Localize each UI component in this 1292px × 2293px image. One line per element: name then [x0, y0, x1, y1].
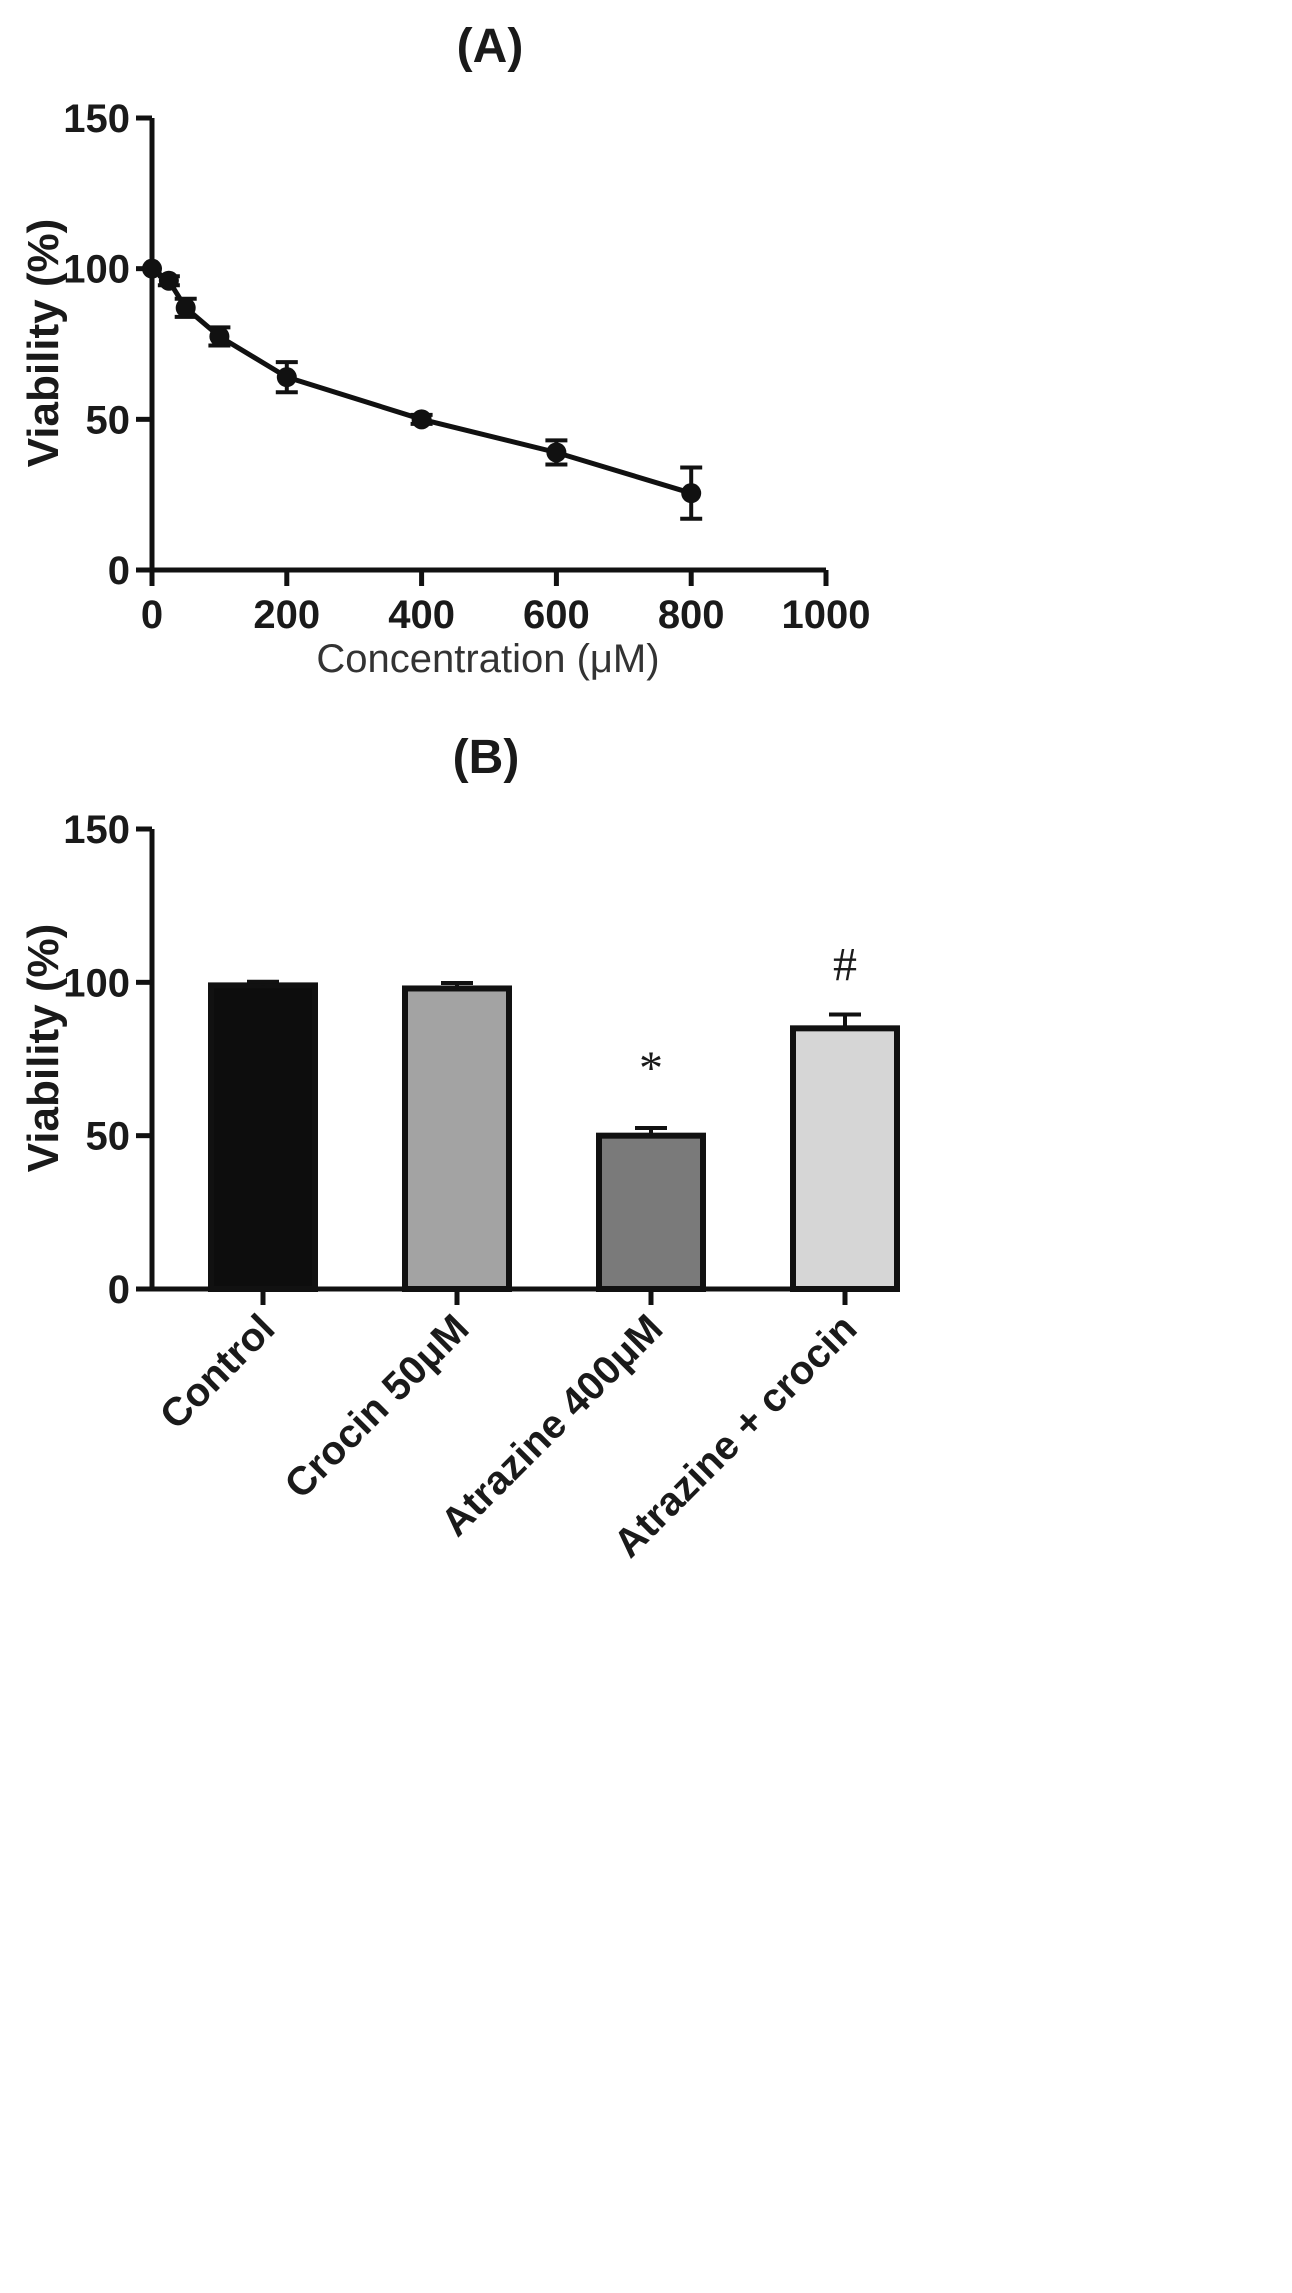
panel-a-data-point	[175, 297, 196, 318]
panel-a-y-tick-label: 0	[108, 549, 130, 593]
panel-a-x-tick-label: 200	[253, 593, 320, 637]
panel-a-x-tick-label: 1000	[782, 593, 871, 637]
panel-b-bar	[208, 982, 318, 1293]
panel-a-data-point	[411, 409, 432, 430]
panel-a-x-tick-label: 600	[523, 593, 590, 637]
panel-b: (B) Viability (%) 0 50 100 150 ControlCrocin…	[19, 731, 900, 1566]
panel-b-y-tick-label: 0	[108, 1268, 130, 1312]
panel-a-data-point	[158, 270, 179, 291]
panel-b-bar	[790, 1025, 900, 1293]
panel-a-x-tick-label: 400	[388, 593, 455, 637]
panel-b-bar	[402, 985, 512, 1292]
panel-a-y-tick-label: 50	[86, 398, 131, 442]
panel-a-y-tick-label: 100	[63, 248, 130, 292]
panel-a-data-point	[209, 326, 230, 347]
panel-a-x-tick-label: 0	[141, 593, 163, 637]
panel-a-data-point	[681, 483, 702, 504]
panel-b-bar	[596, 1132, 706, 1292]
panel-a-x-axis-label: Concentration (μM)	[316, 637, 659, 681]
panel-b-y-tick-label: 100	[63, 961, 130, 1005]
panel-a-series-line	[150, 266, 692, 496]
panel-a-data-point	[142, 258, 162, 279]
panel-a-title: (A)	[457, 20, 524, 73]
panel-b-title: (B)	[453, 731, 520, 784]
panel-b-category-label: Crocin 50μM	[276, 1306, 477, 1507]
panel-a-x-tick-label: 800	[658, 593, 725, 637]
panel-a-y-axis-label: Viability (%)	[19, 219, 68, 468]
panel-b-category-label: Control	[152, 1306, 284, 1438]
panel-b-y-axis-label: Viability (%)	[19, 924, 68, 1173]
panel-a-data-point	[546, 442, 567, 463]
panel-b-significance-marker: *	[639, 1042, 663, 1095]
panel-b-significance-marker: #	[833, 939, 857, 992]
panel-b-y-tick-label: 150	[63, 808, 130, 852]
panel-a-y-tick-label: 150	[63, 97, 130, 141]
panel-b-y-tick-label: 50	[86, 1115, 131, 1159]
panel-a: (A) Viability (%) Concentration (μM) 0 50…	[19, 20, 870, 681]
panel-a-data-point	[276, 367, 297, 388]
